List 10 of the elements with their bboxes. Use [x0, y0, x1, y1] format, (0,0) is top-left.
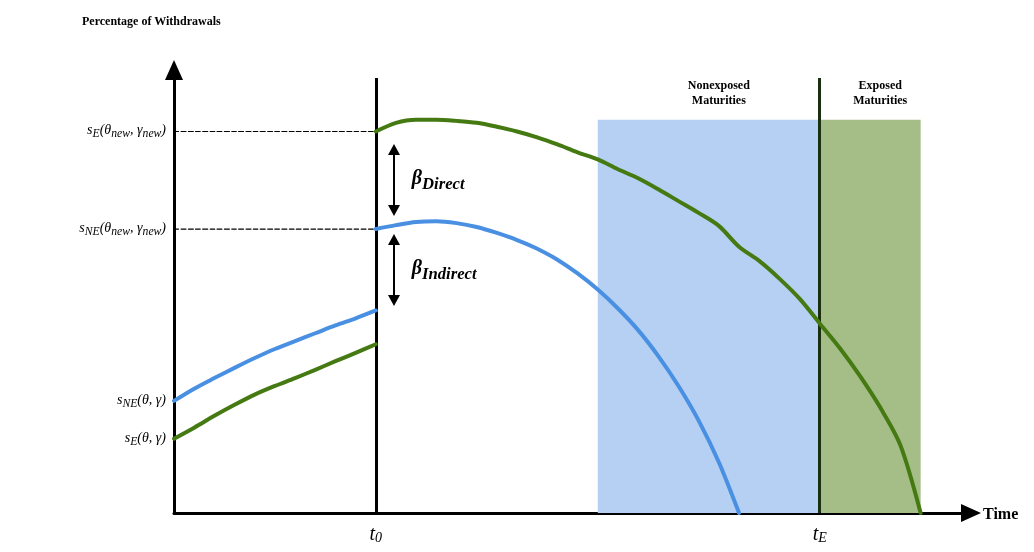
text: Nonexposed Maturities — [686, 77, 751, 108]
x-axis-title: Time — [983, 504, 1019, 522]
text: s$_{E}$(θ, γ) — [124, 429, 166, 449]
text: s$_{NE}$(θ, γ) — [116, 391, 166, 411]
text: Exposed Maturities — [852, 77, 909, 108]
annotation: β$_{Direct}$ — [411, 166, 465, 195]
text: s$_{NE}$(θ$_{new}$, γ$_{new}$) — [79, 219, 166, 239]
text: Percentage of Withdrawals — [82, 14, 221, 29]
annotation: β$_{Indirect}$ — [411, 255, 477, 284]
text: s$_{E}$(θ$_{new}$, γ$_{new}$) — [87, 122, 166, 141]
